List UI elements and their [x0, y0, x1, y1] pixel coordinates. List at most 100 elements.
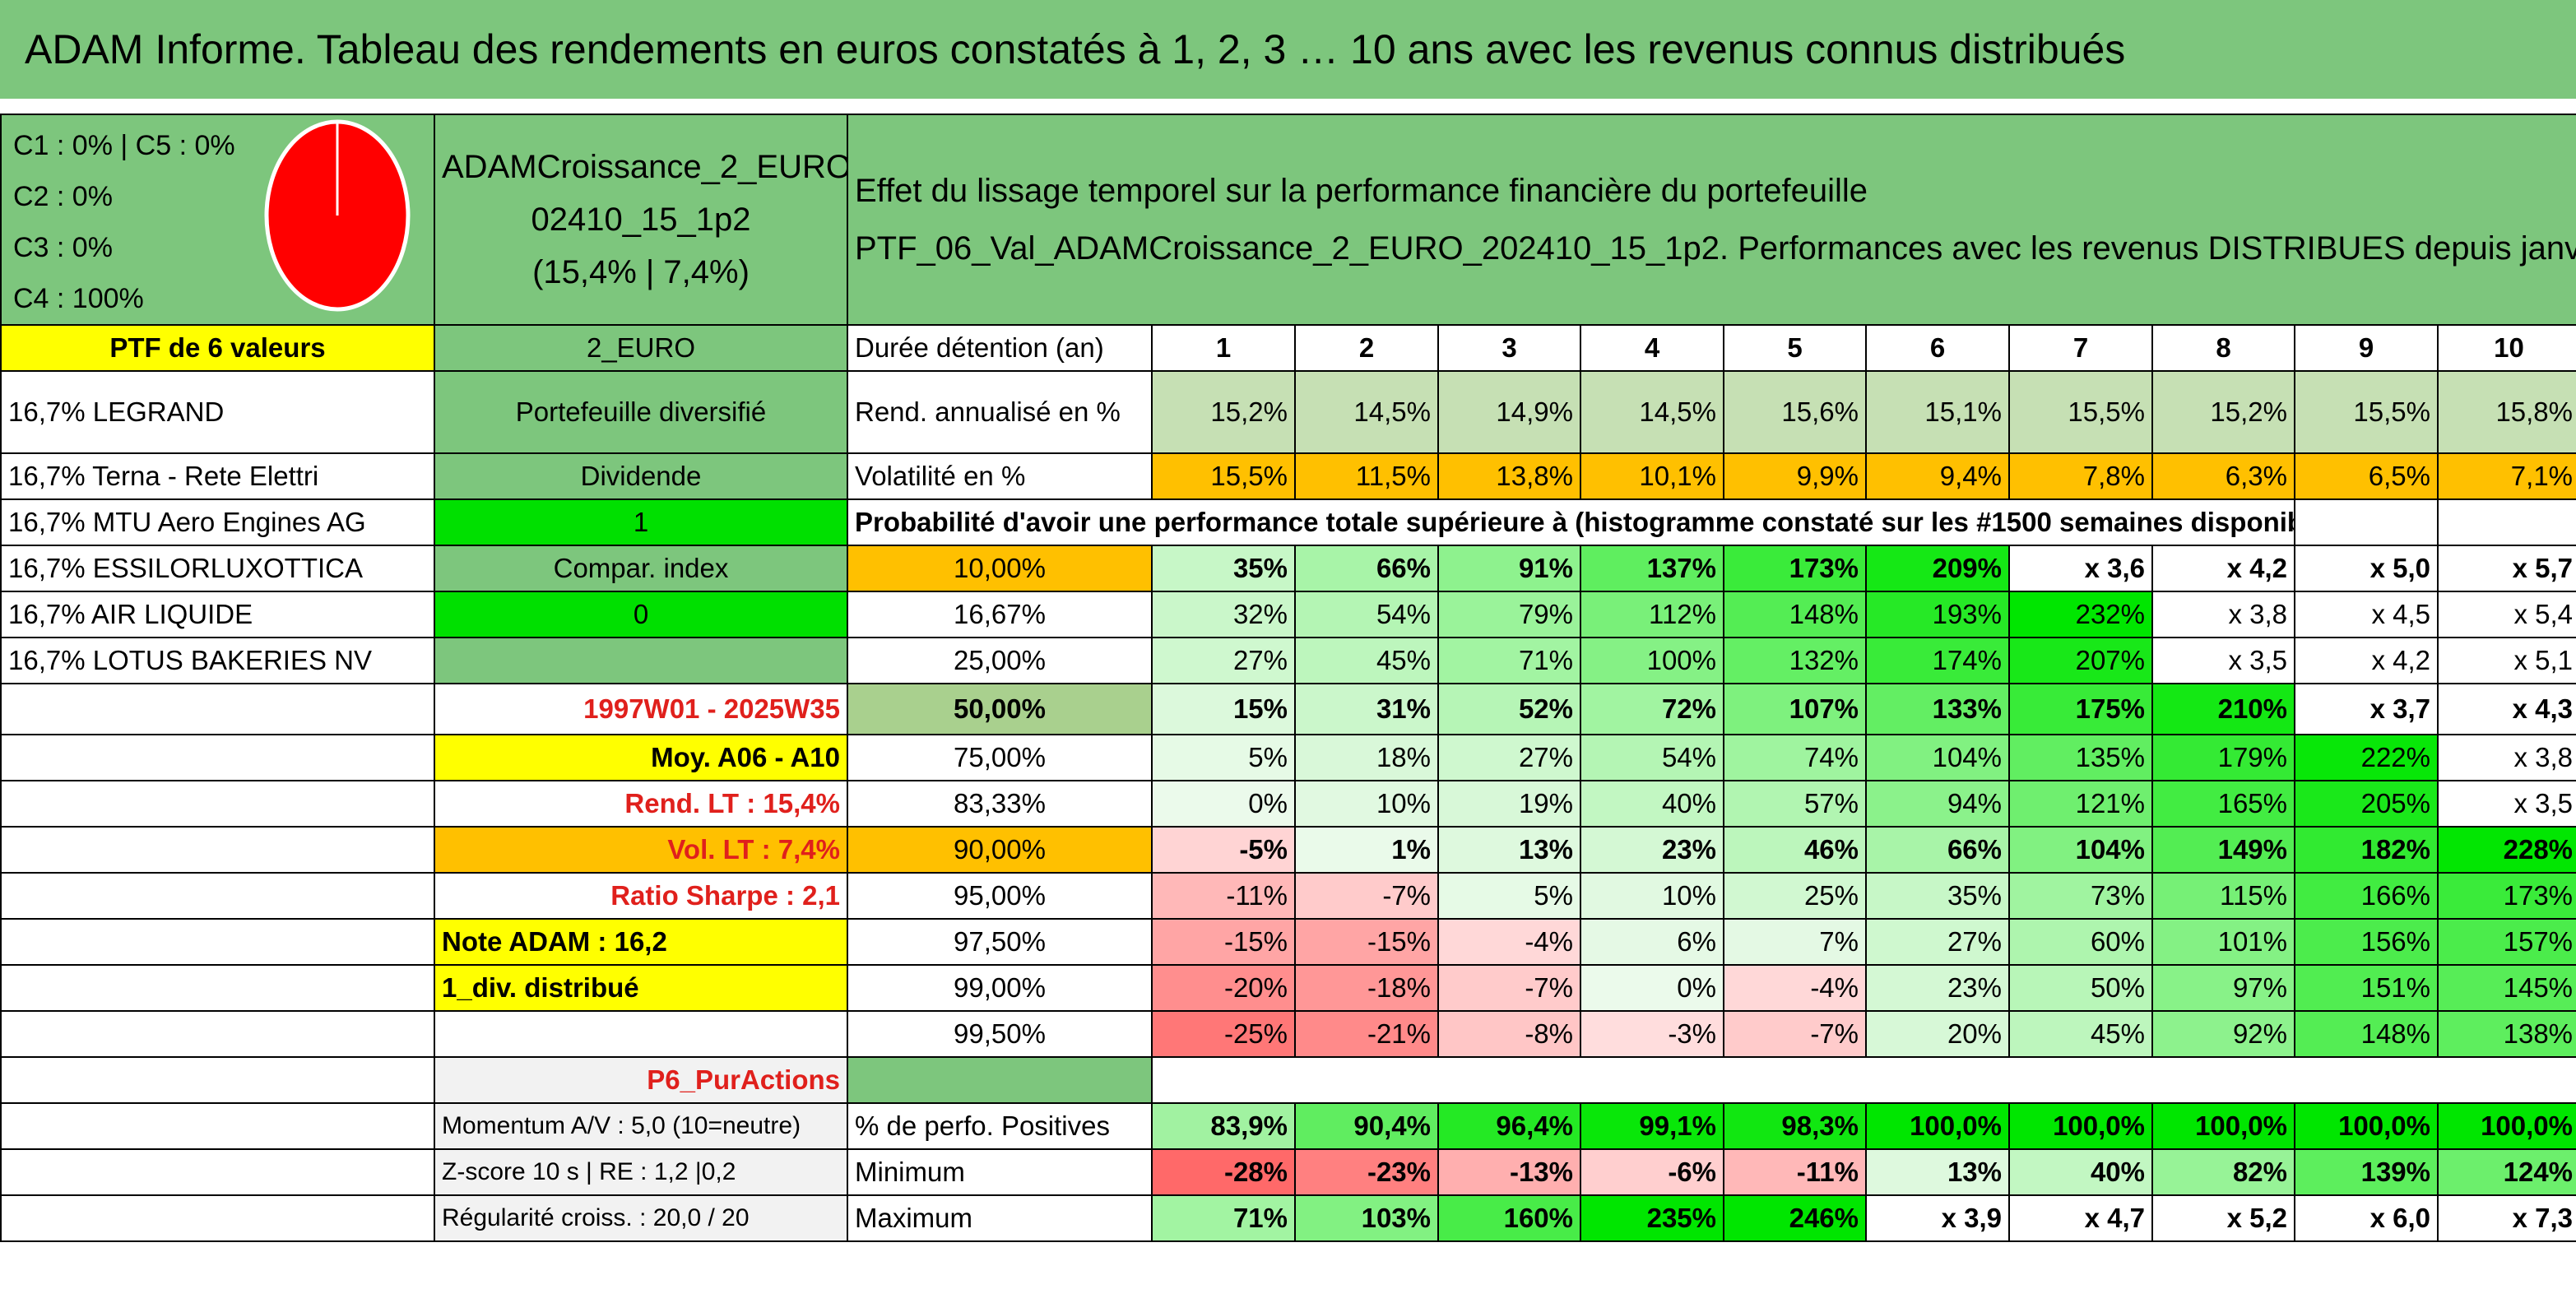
minimum-cell: -11%	[1723, 1148, 1867, 1196]
regularity-label: Régularité croiss. : 20,0 / 20	[434, 1194, 848, 1242]
probability-cell: 35%	[1865, 872, 2010, 920]
probability-level: 50,00%	[847, 683, 1153, 735]
rend-cell: 15,1%	[1865, 370, 2010, 454]
probability-cell: 100%	[1580, 637, 1724, 684]
maximum-cell: 103%	[1294, 1194, 1439, 1242]
rend-lt-label: Rend. LT : 15,4%	[434, 780, 848, 828]
probability-cell: 19%	[1437, 780, 1581, 828]
probability-cell: x 5,4	[2436, 591, 2576, 638]
legend-c4: C4 : 100%	[13, 283, 144, 314]
probability-cell: 193%	[1865, 591, 2010, 638]
diversified-label: Portefeuille diversifié	[434, 370, 848, 454]
probability-cell: 57%	[1723, 780, 1867, 828]
maximum-cell: x 6,0	[2294, 1194, 2439, 1242]
rend-cell: 15,2%	[1151, 370, 1296, 454]
rend-cell: 14,5%	[1580, 370, 1724, 454]
probability-cell: x 5,0	[2294, 545, 2439, 592]
maximum-cell: x 3,9	[1865, 1194, 2010, 1242]
probability-cell: 182%	[2294, 826, 2439, 874]
empty-cell	[0, 872, 435, 920]
compar-index-label: Compar. index	[434, 545, 848, 592]
vol-cell: 10,1%	[1580, 452, 1724, 500]
probability-cell: 101%	[2151, 918, 2295, 966]
probability-cell: 40%	[1580, 780, 1724, 828]
empty-cell	[0, 918, 435, 966]
vol-cell: 7,1%	[2436, 452, 2576, 500]
probability-cell: 20%	[1865, 1010, 2010, 1058]
probability-cell: 97%	[2151, 964, 2295, 1012]
probability-cell: 107%	[1723, 683, 1867, 735]
dividend-value: 1	[434, 498, 848, 546]
vol-cell: 7,8%	[2008, 452, 2153, 500]
positive-perf-cell: 100,0%	[1865, 1102, 2010, 1150]
probability-cell: 104%	[1865, 734, 2010, 781]
empty-cell	[0, 683, 435, 735]
probability-cell: 222%	[2294, 734, 2439, 781]
legend-cell: C1 : 0% | C5 : 0% C2 : 0% C3 : 0% C4 : 1…	[0, 114, 435, 326]
minimum-cell: -28%	[1151, 1148, 1296, 1196]
minimum-cell: 139%	[2294, 1148, 2439, 1196]
positive-perf-cell: 90,4%	[1294, 1102, 1439, 1150]
probability-cell: 138%	[2436, 1010, 2576, 1058]
maximum-label: Maximum	[847, 1194, 1153, 1242]
probability-cell: -7%	[1437, 964, 1581, 1012]
probability-cell: 121%	[2008, 780, 2153, 828]
probability-cell: 156%	[2294, 918, 2439, 966]
probability-cell: 66%	[1865, 826, 2010, 874]
probability-cell: 72%	[1580, 683, 1724, 735]
maximum-cell: x 4,7	[2008, 1194, 2153, 1242]
holding-4: 16,7% ESSILORLUXOTTICA	[0, 545, 435, 592]
probability-cell: 209%	[1865, 545, 2010, 592]
empty-cell	[847, 1056, 1153, 1104]
probability-cell: x 3,5	[2436, 780, 2576, 828]
probability-cell: 5%	[1151, 734, 1296, 781]
holding-6: 16,7% LOTUS BAKERIES NV	[0, 637, 435, 684]
empty-cell	[2294, 498, 2439, 546]
positive-perf-cell: 100,0%	[2294, 1102, 2439, 1150]
positive-perf-cell: 100,0%	[2436, 1102, 2576, 1150]
probability-cell: 157%	[2436, 918, 2576, 966]
effect-cell: Effet du lissage temporel sur la perform…	[846, 114, 2576, 326]
probability-cell: -20%	[1151, 964, 1296, 1012]
probability-cell: -15%	[1151, 918, 1296, 966]
duration-label: Durée détention (an)	[847, 324, 1153, 372]
probability-cell: 10%	[1580, 872, 1724, 920]
probability-cell: -4%	[1723, 964, 1867, 1012]
maximum-cell: 160%	[1437, 1194, 1581, 1242]
probability-level: 95,00%	[847, 872, 1153, 920]
empty-cell	[1150, 1056, 2576, 1104]
maximum-cell: x 5,2	[2151, 1194, 2295, 1242]
probability-cell: 31%	[1294, 683, 1439, 735]
empty-cell	[0, 780, 435, 828]
vol-cell: 9,4%	[1865, 452, 2010, 500]
probability-cell: x 4,2	[2151, 545, 2295, 592]
probability-cell: -5%	[1151, 826, 1296, 874]
prob-label: Probabilité d'avoir une performance tota…	[847, 498, 2295, 546]
year-7: 7	[2008, 324, 2153, 372]
maximum-cell: 71%	[1151, 1194, 1296, 1242]
empty-cell	[0, 1010, 435, 1058]
empty-cell	[0, 1102, 435, 1150]
probability-cell: 228%	[2436, 826, 2576, 874]
effect-subtitle: PTF_06_Val_ADAMCroissance_2_EURO_202410_…	[855, 230, 2576, 267]
legend-c2: C2 : 0%	[13, 181, 113, 212]
vol-label: Volatilité en %	[847, 452, 1153, 500]
probability-cell: 132%	[1723, 637, 1867, 684]
probability-cell: 173%	[1723, 545, 1867, 592]
probability-cell: x 3,7	[2294, 683, 2439, 735]
rend-cell: 15,8%	[2436, 370, 2576, 454]
probability-cell: 112%	[1580, 591, 1724, 638]
minimum-label: Minimum	[847, 1148, 1153, 1196]
probability-cell: x 3,8	[2151, 591, 2295, 638]
effect-title: Effet du lissage temporel sur la perform…	[855, 173, 1868, 209]
probability-cell: 27%	[1865, 918, 2010, 966]
probability-level: 16,67%	[847, 591, 1153, 638]
probability-cell: 91%	[1437, 545, 1581, 592]
probability-cell: 179%	[2151, 734, 2295, 781]
maximum-cell: x 7,3	[2436, 1194, 2576, 1242]
probability-cell: 66%	[1294, 545, 1439, 592]
probability-cell: 232%	[2008, 591, 2153, 638]
probability-cell: 149%	[2151, 826, 2295, 874]
minimum-cell: 13%	[1865, 1148, 2010, 1196]
minimum-cell: -13%	[1437, 1148, 1581, 1196]
